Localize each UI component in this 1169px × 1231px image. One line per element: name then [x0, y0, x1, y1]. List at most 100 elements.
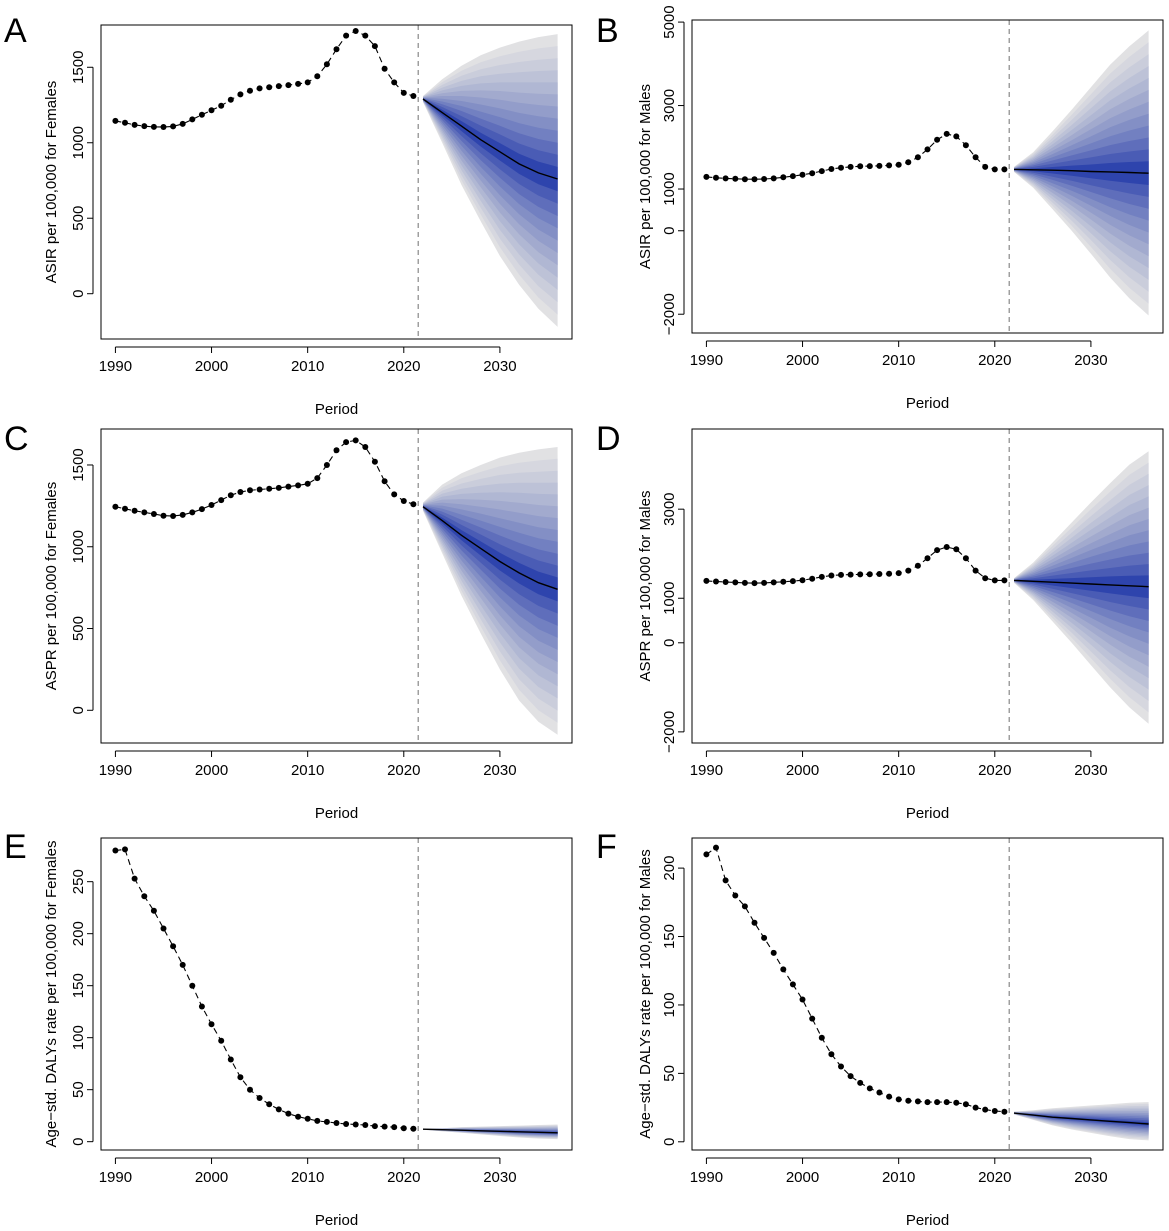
observed-point — [1001, 166, 1008, 173]
y-axis-title: ASPR per 100,000 for Males — [637, 491, 654, 682]
x-axis-title: Period — [315, 805, 358, 822]
observed-point — [189, 116, 196, 123]
observed-point — [400, 89, 407, 96]
observed-point — [304, 1115, 311, 1122]
observed-point — [818, 1034, 825, 1041]
observed-point — [741, 903, 748, 910]
x-axis: 1990 2000 2010 2020 2030 — [99, 750, 517, 779]
observed-point — [237, 91, 244, 98]
observed-point — [732, 579, 739, 586]
x-tick-label: 2030 — [1074, 762, 1107, 779]
observed-line — [706, 133, 1005, 180]
panel-letter: E — [4, 828, 27, 866]
observed-point — [866, 571, 873, 578]
observed-point — [285, 1110, 292, 1117]
observed-point — [343, 32, 350, 39]
observed-point — [886, 1093, 893, 1100]
observed-point — [703, 577, 710, 584]
observed-point — [962, 555, 969, 562]
observed-point — [809, 575, 816, 582]
x-tick-label: 2000 — [786, 762, 819, 779]
observed-point — [732, 892, 739, 899]
observed-point — [780, 578, 787, 585]
forecast-band-12 — [1014, 161, 1149, 185]
panel-letter: C — [4, 420, 29, 458]
observed-point — [198, 506, 205, 513]
observed-point — [789, 173, 796, 180]
observed-point — [934, 547, 941, 554]
x-tick-label: 2020 — [978, 762, 1011, 779]
y-axis: 0 50 100 150 200 — [661, 856, 685, 1146]
observed-point — [112, 847, 119, 854]
y-tick-label: 100 — [661, 992, 678, 1017]
observed-point — [237, 489, 244, 495]
forecast-median-line — [422, 1128, 558, 1134]
observed-point — [924, 146, 931, 153]
observed-point — [924, 1099, 931, 1106]
observed-point — [179, 511, 186, 518]
y-tick-label: 0 — [70, 1138, 87, 1146]
observed-point — [208, 107, 215, 114]
observed-point — [934, 1099, 941, 1106]
x-axis: 1990 2000 2010 2020 2030 — [99, 1157, 517, 1186]
observed-point — [991, 1108, 998, 1114]
observed-point — [838, 164, 844, 171]
observed-point — [160, 512, 167, 519]
observed-point — [160, 124, 167, 130]
x-tick-label: 1990 — [99, 358, 132, 375]
y-tick-label: 0 — [661, 639, 678, 647]
plot-frame — [691, 837, 1164, 1151]
x-tick-label: 1990 — [690, 1169, 723, 1186]
y-tick-label: 150 — [661, 924, 678, 949]
y-axis: −2000 0 1000 3000 — [661, 492, 685, 753]
observed-point — [751, 176, 758, 183]
plot-area — [112, 437, 558, 735]
observed-point — [857, 163, 864, 170]
panel-letter: D — [596, 420, 621, 458]
observed-point — [866, 1085, 873, 1092]
observed-point — [160, 925, 167, 932]
observed-point — [857, 571, 864, 578]
observed-point — [304, 480, 311, 487]
observed-point — [751, 919, 758, 926]
observed-point — [713, 174, 719, 181]
observed-point — [150, 907, 157, 914]
x-tick-label: 2030 — [1074, 352, 1107, 369]
observed-point — [722, 579, 729, 585]
x-tick-label: 2020 — [978, 1169, 1011, 1186]
y-tick-label: 100 — [70, 1025, 87, 1050]
observed-point — [876, 162, 883, 169]
observed-point — [122, 846, 128, 853]
observed-point — [991, 577, 998, 584]
observed-point — [953, 133, 960, 140]
observed-point — [780, 966, 787, 973]
observed-point — [333, 447, 340, 454]
observed-point — [809, 1015, 816, 1022]
observed-point — [895, 570, 902, 577]
y-axis-title: ASIR per 100,000 for Females — [43, 81, 60, 284]
observed-point — [275, 1106, 282, 1113]
observed-point — [838, 571, 844, 578]
panel-c: 1990 2000 2010 2020 2030 0 500 1000 1500 Period AS… — [4, 420, 573, 822]
observed-point — [285, 82, 292, 89]
observed-point — [218, 102, 225, 109]
observed-point — [218, 497, 225, 504]
observed-point — [972, 1104, 979, 1111]
observed-point — [818, 573, 825, 580]
x-tick-label: 2010 — [882, 762, 915, 779]
x-tick-label: 2020 — [387, 358, 420, 375]
observed-point — [722, 175, 729, 182]
observed-point — [170, 943, 177, 950]
observed-point — [410, 93, 417, 99]
observed-point — [381, 478, 388, 485]
observed-point — [227, 1056, 234, 1063]
y-tick-label: 500 — [70, 206, 87, 231]
observed-point — [943, 130, 950, 137]
observed-point — [323, 1118, 330, 1125]
observed-point — [914, 154, 921, 161]
x-tick-label: 2030 — [483, 358, 516, 375]
observed-point — [751, 580, 758, 587]
observed-point — [953, 546, 960, 553]
observed-point — [905, 159, 912, 166]
